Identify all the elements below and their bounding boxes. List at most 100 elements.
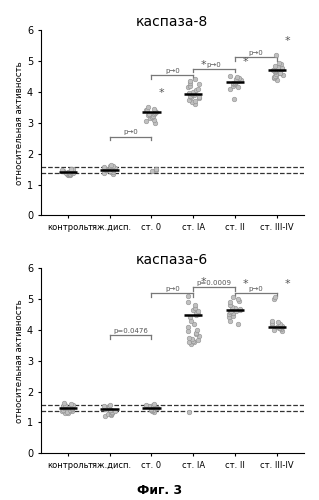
- Point: [63, 408, 68, 416]
- Point: [189, 90, 195, 98]
- Point: [196, 310, 201, 318]
- Point: [237, 296, 242, 304]
- Point: [107, 406, 112, 413]
- Point: [271, 326, 277, 334]
- Point: [269, 321, 274, 329]
- Point: [103, 403, 108, 411]
- Point: [279, 323, 285, 331]
- Point: [234, 308, 239, 316]
- Point: [194, 86, 199, 94]
- Point: [151, 400, 156, 408]
- Point: [272, 62, 277, 70]
- Point: [103, 412, 108, 420]
- Point: [145, 111, 150, 119]
- Point: [110, 166, 115, 173]
- Point: [66, 404, 71, 412]
- Point: [69, 164, 74, 172]
- Point: [187, 82, 192, 90]
- Point: [60, 166, 65, 174]
- Point: [197, 92, 202, 100]
- Point: [277, 324, 282, 332]
- Point: [146, 104, 151, 112]
- Point: [273, 72, 278, 80]
- Point: [186, 292, 191, 300]
- Point: [68, 171, 73, 179]
- Y-axis label: относительная активность: относительная активность: [15, 61, 24, 184]
- Point: [106, 404, 111, 412]
- Point: [152, 119, 158, 127]
- Point: [279, 325, 284, 333]
- Point: [192, 91, 197, 99]
- Point: [236, 84, 241, 92]
- Point: [192, 304, 197, 312]
- Point: [149, 406, 154, 414]
- Point: [102, 405, 108, 413]
- Point: [192, 75, 197, 83]
- Title: каспаза-8: каспаза-8: [136, 15, 208, 29]
- Point: [234, 75, 239, 83]
- Point: [189, 340, 194, 347]
- Point: [197, 80, 202, 88]
- Point: [279, 328, 284, 336]
- Point: [70, 404, 75, 411]
- Point: [150, 166, 155, 174]
- Point: [151, 112, 156, 120]
- Point: [235, 73, 240, 81]
- Text: *: *: [201, 60, 206, 70]
- Point: [186, 338, 191, 345]
- Point: [186, 90, 191, 98]
- Point: [61, 402, 66, 410]
- Text: p=0.0476: p=0.0476: [113, 328, 148, 334]
- Point: [149, 112, 154, 120]
- Point: [69, 166, 74, 174]
- Point: [230, 309, 235, 317]
- Point: [62, 402, 67, 410]
- Point: [59, 406, 64, 414]
- Point: [112, 164, 117, 172]
- Point: [228, 308, 233, 316]
- Point: [194, 330, 199, 338]
- Point: [191, 88, 196, 96]
- Point: [69, 168, 74, 176]
- Point: [186, 84, 191, 92]
- Point: [105, 404, 110, 411]
- Point: [229, 306, 234, 314]
- Point: [64, 170, 70, 177]
- Point: [69, 166, 74, 173]
- Point: [64, 168, 69, 176]
- Point: [153, 166, 159, 174]
- Point: [271, 74, 276, 82]
- Point: [149, 406, 154, 413]
- Point: [227, 72, 232, 80]
- Point: [272, 66, 278, 74]
- Point: [189, 316, 194, 324]
- Point: [153, 165, 159, 173]
- Point: [66, 170, 71, 178]
- Point: [233, 78, 238, 86]
- Point: [273, 294, 278, 302]
- Point: [146, 402, 151, 410]
- Point: [185, 323, 190, 331]
- Point: [66, 409, 71, 417]
- Point: [191, 336, 196, 344]
- Text: *: *: [243, 279, 248, 289]
- Point: [70, 166, 75, 173]
- Point: [227, 310, 232, 318]
- Point: [144, 118, 149, 126]
- Point: [185, 328, 190, 336]
- Text: p→0: p→0: [165, 286, 180, 292]
- Point: [277, 324, 282, 332]
- Point: [70, 168, 75, 175]
- Point: [279, 322, 284, 330]
- Point: [66, 168, 71, 175]
- Point: [197, 332, 202, 340]
- Point: [62, 400, 67, 407]
- Point: [276, 318, 281, 326]
- Point: [273, 70, 278, 78]
- Y-axis label: относительная активность: относительная активность: [15, 299, 24, 422]
- Point: [154, 404, 160, 412]
- Point: [271, 295, 276, 303]
- Point: [104, 166, 109, 174]
- Point: [277, 69, 282, 77]
- Point: [146, 110, 151, 118]
